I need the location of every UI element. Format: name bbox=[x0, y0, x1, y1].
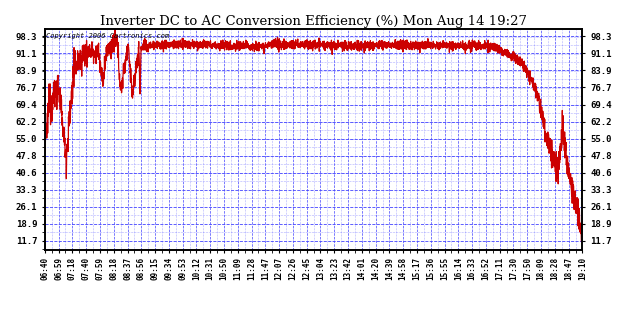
Title: Inverter DC to AC Conversion Efficiency (%) Mon Aug 14 19:27: Inverter DC to AC Conversion Efficiency … bbox=[100, 15, 527, 28]
Text: Copyright 2006 Cartronics.com: Copyright 2006 Cartronics.com bbox=[46, 33, 169, 39]
